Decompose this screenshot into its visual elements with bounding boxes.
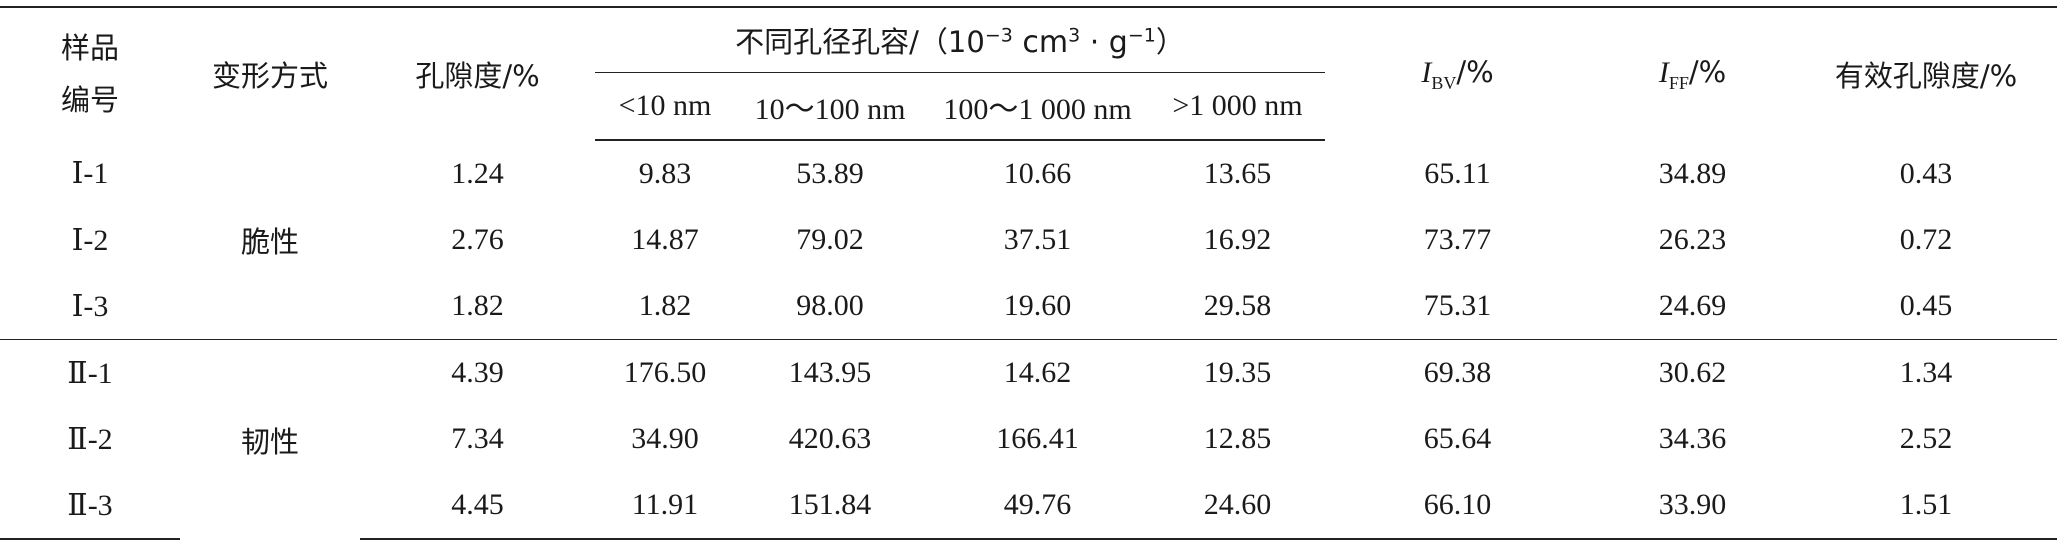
header-gt1000nm: >1 000 nm: [1150, 72, 1325, 141]
cell-deformation-mode: 韧性: [180, 339, 360, 539]
cell-v-10-100: 143.95: [735, 339, 925, 406]
cell-v-lt10: 11.91: [595, 472, 735, 540]
ibv-unit: /%: [1456, 54, 1494, 89]
header-sample-id-text: 样品 编号: [60, 31, 119, 117]
header-deformation: 变形方式: [180, 6, 360, 140]
cell-v-100-1000: 37.51: [1003, 223, 1072, 256]
iff-unit: /%: [1688, 54, 1727, 89]
table-row: Ⅰ-3 1.82 1.82 98.00 19.60 29.58 75.31 24…: [0, 273, 2057, 340]
cell-iff: 34.89: [1658, 156, 1727, 190]
cell-v-10-100: 79.02: [796, 223, 864, 256]
cell-v-100-1000: 14.62: [925, 339, 1150, 406]
cell-v-gt1000: 29.58: [1203, 289, 1272, 322]
cell-v-100-1000: 166.41: [996, 422, 1079, 455]
cell-iff: 26.23: [1658, 223, 1727, 256]
table-row: Ⅰ-1 脆性 1.24 9.83 53.89 10.66 13.65 65.11…: [0, 140, 2057, 259]
ibv-symbol: I: [1421, 55, 1432, 89]
group-exp3: −1: [1127, 24, 1156, 47]
group-mid2: · g: [1080, 25, 1128, 60]
group-exp: −3: [984, 24, 1013, 47]
header-sample-id: 样品 编号: [0, 6, 180, 140]
header-ibv: IBV/%: [1325, 6, 1590, 140]
cell-iff: 33.90: [1590, 472, 1795, 540]
cell-porosity: 2.76: [451, 223, 504, 256]
cell-sample-id: Ⅱ-3: [0, 472, 180, 540]
cell-effective-porosity: 1.34: [1795, 339, 2057, 406]
cell-effective-porosity: 2.52: [1899, 422, 1953, 455]
cell-v-gt1000: 16.92: [1203, 223, 1272, 256]
cell-v-10-100: 151.84: [735, 472, 925, 540]
table-row: Ⅱ-2 7.34 34.90 420.63 166.41 12.85 65.64…: [0, 406, 2057, 472]
cell-sample-id: Ⅱ-2: [67, 422, 113, 456]
table-row: Ⅱ-3 4.45 11.91 151.84 49.76 24.60 66.10 …: [0, 472, 2057, 540]
group-suffix: ）: [1155, 25, 1185, 59]
header-10-100nm: 10～100 nm: [735, 72, 925, 141]
cell-v-gt1000: 19.35: [1150, 339, 1325, 406]
header-row-2: <10 nm 10～100 nm 100～1 000 nm >1 000 nm: [0, 72, 2057, 141]
cell-porosity: 1.24: [451, 156, 504, 190]
header-row-1: 样品 编号 变形方式 孔隙度/% 不同孔径孔容/（10−3 cm3 · g−1）…: [0, 6, 2057, 140]
cell-porosity: 4.45: [360, 472, 595, 540]
cell-v-lt10: 176.50: [595, 339, 735, 406]
cell-v-100-1000: 49.76: [925, 472, 1150, 540]
cell-sample-id: Ⅰ-2: [71, 223, 109, 257]
cell-v-lt10: 1.82: [638, 289, 692, 322]
cell-v-10-100: 53.89: [796, 157, 864, 190]
table-row: Ⅰ-2 2.76 14.87 79.02 37.51 16.92 73.77 2…: [0, 207, 2057, 273]
cell-effective-porosity: 0.43: [1899, 156, 1953, 190]
cell-v-10-100: 98.00: [796, 289, 864, 322]
cell-v-lt10: 9.83: [638, 157, 692, 190]
cell-v-gt1000: 24.60: [1150, 472, 1325, 540]
cell-porosity: 4.39: [360, 339, 595, 406]
cell-sample-id: Ⅰ-1: [71, 157, 109, 190]
cell-sample-id: Ⅰ-3: [71, 289, 109, 323]
cell-deformation-mode: 脆性: [240, 224, 299, 259]
cell-v-gt1000: 12.85: [1203, 422, 1272, 455]
iff-symbol: I: [1658, 55, 1669, 89]
pore-structure-table: 样品 编号 变形方式 孔隙度/% 不同孔径孔容/（10−3 cm3 · g−1）…: [0, 6, 2057, 540]
cell-v-100-1000: 10.66: [1003, 157, 1072, 190]
cell-effective-porosity: 0.72: [1899, 223, 1953, 256]
cell-ibv: 75.31: [1423, 289, 1492, 322]
cell-ibv: 65.11: [1424, 156, 1491, 190]
cell-v-gt1000: 13.65: [1203, 157, 1272, 190]
group-mid: cm: [1012, 25, 1069, 60]
header-effective-porosity: 有效孔隙度/%: [1795, 6, 2057, 140]
group-exp2: 3: [1068, 24, 1081, 47]
cell-ibv: 65.64: [1423, 422, 1492, 455]
cell-ibv: 66.10: [1325, 472, 1590, 540]
header-porosity: 孔隙度/%: [360, 6, 595, 140]
cell-ibv: 69.38: [1325, 339, 1590, 406]
table-row: Ⅱ-1 韧性 4.39 176.50 143.95 14.62 19.35 69…: [0, 339, 2057, 539]
cell-v-10-100: 420.63: [788, 422, 872, 455]
ibv-subscript: BV: [1431, 72, 1457, 93]
cell-porosity: 1.82: [451, 289, 504, 322]
header-iff: IFF/%: [1590, 6, 1795, 140]
cell-v-100-1000: 19.60: [1003, 289, 1072, 322]
cell-iff: 30.62: [1590, 339, 1795, 406]
group-prefix: 不同孔径孔容/（10: [735, 25, 985, 59]
cell-effective-porosity: 1.51: [1795, 472, 2057, 540]
cell-sample-id: Ⅱ-1: [0, 339, 180, 406]
cell-effective-porosity: 0.45: [1899, 289, 1953, 322]
cell-v-lt10: 14.87: [631, 223, 699, 256]
header-100-1000nm: 100～1 000 nm: [925, 72, 1150, 141]
cell-porosity: 7.34: [451, 422, 504, 455]
cell-v-lt10: 34.90: [631, 422, 699, 455]
header-lt10nm: <10 nm: [595, 72, 735, 141]
cell-iff: 34.36: [1658, 422, 1727, 455]
header-pore-volume-group: 不同孔径孔容/（10−3 cm3 · g−1）: [595, 6, 1325, 73]
cell-iff: 24.69: [1658, 289, 1727, 322]
cell-ibv: 73.77: [1423, 223, 1492, 256]
iff-subscript: FF: [1668, 72, 1689, 93]
